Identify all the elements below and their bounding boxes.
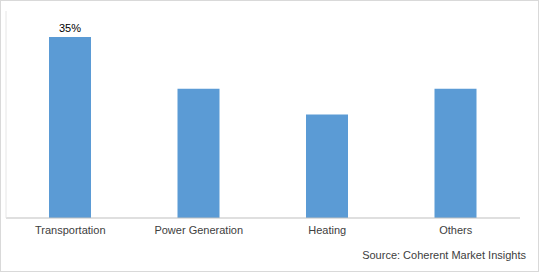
svg-text:Heating: Heating (308, 224, 346, 236)
svg-text:35%: 35% (59, 22, 81, 34)
svg-text:Others: Others (439, 224, 473, 236)
svg-text:Power Generation: Power Generation (154, 224, 243, 236)
svg-text:Transportation: Transportation (35, 224, 106, 236)
html-text:Source: Coherent Market Insigh: Source: Coherent Market Insights (362, 249, 526, 261)
